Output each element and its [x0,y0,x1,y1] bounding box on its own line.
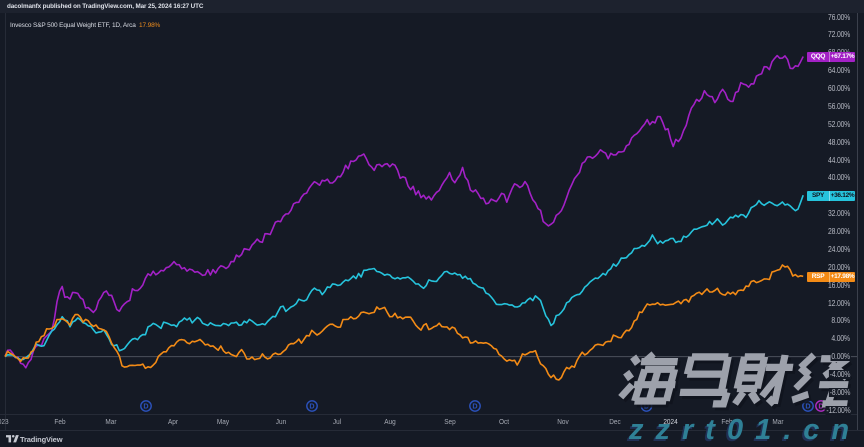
svg-text:D: D [805,402,810,411]
svg-text:D: D [309,402,314,411]
svg-text:D: D [143,402,148,411]
svg-text:D: D [472,402,477,411]
svg-text:D: D [818,402,823,411]
